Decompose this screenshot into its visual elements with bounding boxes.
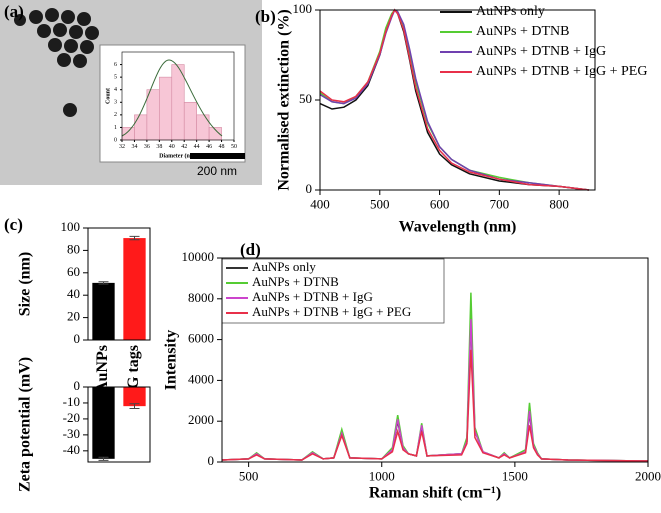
x-tick-label: 38 xyxy=(156,144,162,150)
x-tick-label: 800 xyxy=(549,196,569,211)
x-tick-label: 42 xyxy=(181,144,187,150)
series-line xyxy=(221,319,649,462)
legend-label: AuNPs + DTNB + IgG xyxy=(476,44,606,59)
histogram-bar xyxy=(171,64,185,141)
error-bar xyxy=(129,403,140,410)
x-tick-label: 36 xyxy=(144,144,150,150)
x-tick-label: 600 xyxy=(430,196,450,211)
legend-label: AuNPs + DTNB xyxy=(476,24,569,39)
error-bar xyxy=(98,281,109,285)
y-tick-label: 100 xyxy=(61,219,81,234)
x-tick-label: 34 xyxy=(131,144,137,150)
histogram-bar xyxy=(134,114,148,141)
panel-label: (d) xyxy=(240,240,261,259)
panel-label: (b) xyxy=(255,7,276,26)
y-tick-label: -30 xyxy=(63,426,80,441)
y-tick-label: 0 xyxy=(306,181,313,196)
x-tick-label: 46 xyxy=(206,144,212,150)
scale-bar xyxy=(190,153,245,159)
x-tick-label: 700 xyxy=(490,196,510,211)
y-tick-label: 80 xyxy=(67,241,80,256)
x-tick-label: 400 xyxy=(310,196,330,211)
tem-image xyxy=(0,0,262,185)
y-tick-label: 100 xyxy=(293,1,313,16)
x-tick-label: 1500 xyxy=(502,468,528,483)
x-tick-label: 32 xyxy=(119,144,125,150)
histogram-bar xyxy=(196,114,210,141)
error-bar xyxy=(98,456,109,461)
histogram-bar xyxy=(183,101,197,141)
histogram-bar xyxy=(146,89,160,141)
plot-frame xyxy=(121,51,235,141)
series-line xyxy=(221,349,649,462)
plot-frame xyxy=(87,386,151,463)
y-tick-label: 1 xyxy=(114,125,117,131)
panel-label: (c) xyxy=(4,215,23,234)
plot-frame xyxy=(87,227,151,341)
x-tick-label: 500 xyxy=(239,468,259,483)
y-tick-label: -20 xyxy=(63,410,80,425)
y-tick-label: 0 xyxy=(74,331,81,346)
histogram-bar xyxy=(159,76,173,141)
x-tick-label: 48 xyxy=(219,144,225,150)
y-tick-label: 2 xyxy=(114,112,117,118)
x-tick-label: 44 xyxy=(194,144,200,150)
y-tick-label: 60 xyxy=(67,264,80,279)
y-tick-label: 40 xyxy=(67,286,80,301)
x-tick-label: 2000 xyxy=(635,468,661,483)
error-bar xyxy=(129,235,140,241)
legend-label: AuNPs only xyxy=(252,259,316,274)
y-tick-label: 3 xyxy=(114,100,117,106)
legend-label: AuNPs + DTNB + IgG xyxy=(252,289,373,304)
x-tick-label: 40 xyxy=(169,144,175,150)
y-tick-label: 2000 xyxy=(188,412,214,427)
series-line xyxy=(221,319,649,462)
y-tick-label: 0 xyxy=(208,453,215,468)
bar xyxy=(123,238,146,340)
scale-bar-label: 200 nm xyxy=(197,164,237,178)
y-tick-label: 0 xyxy=(114,137,117,143)
plot-frame xyxy=(221,257,649,463)
legend-label: AuNPs only xyxy=(476,4,545,19)
y-tick-label: 20 xyxy=(67,309,80,324)
bar xyxy=(92,282,115,340)
y-axis-label: Count xyxy=(105,88,111,104)
panel-label: (a) xyxy=(4,2,24,21)
category-label: AuNPs xyxy=(94,345,111,393)
x-axis-label: Diameter (nm) xyxy=(159,152,197,159)
y-tick-label: 4 xyxy=(114,87,117,93)
y-tick-label: 4000 xyxy=(188,371,214,386)
bar xyxy=(123,387,146,407)
legend-label: AuNPs + DTNB + IgG + PEG xyxy=(476,64,647,79)
particles xyxy=(14,8,99,117)
y-axis-label: Intensity xyxy=(163,330,180,390)
y-tick-label: 6000 xyxy=(188,331,214,346)
y-tick-label: 50 xyxy=(299,91,312,106)
y-axis-label: Size (nm) xyxy=(17,252,34,316)
y-tick-label: 10000 xyxy=(182,249,215,264)
series-line xyxy=(319,8,590,191)
x-axis-label: Raman shift (cm⁻¹) xyxy=(369,485,501,502)
y-tick-label: -10 xyxy=(63,394,80,409)
bar xyxy=(92,387,115,459)
y-tick-label: -40 xyxy=(63,442,80,457)
x-axis-label: Wavelength (nm) xyxy=(399,219,517,236)
gaussian-fit xyxy=(121,59,223,137)
legend-box xyxy=(221,258,445,324)
y-axis-label: Normalised extinction (%) xyxy=(276,9,293,190)
x-tick-label: 500 xyxy=(370,196,390,211)
y-axis-label: Zeta potential (mV) xyxy=(17,357,34,492)
histogram-bar xyxy=(121,127,135,141)
y-tick-label: 5 xyxy=(114,75,117,81)
x-tick-label: 50 xyxy=(231,144,237,150)
y-tick-label: 8000 xyxy=(188,290,214,305)
y-tick-label: 0 xyxy=(74,378,81,393)
legend-label: AuNPs + DTNB + IgG + PEG xyxy=(252,304,411,319)
y-tick-label: 6 xyxy=(114,62,117,68)
x-tick-label: 1000 xyxy=(369,468,395,483)
legend-label: AuNPs + DTNB xyxy=(252,274,339,289)
